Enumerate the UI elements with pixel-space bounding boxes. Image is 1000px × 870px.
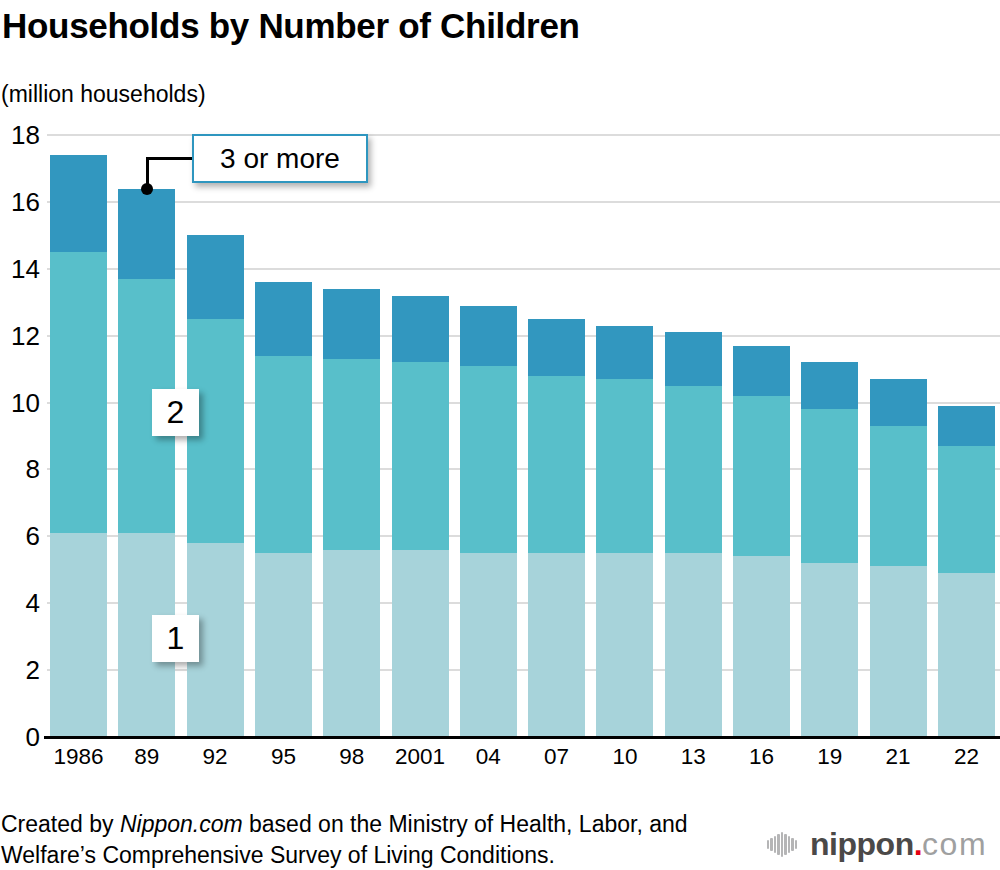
callout-label: 3 or more	[220, 143, 340, 175]
y-axis-unit-label: (million households)	[1, 81, 206, 108]
y-axis-tick-label: 4	[0, 588, 40, 618]
x-axis-tick-label: 04	[453, 744, 523, 770]
bar-segment	[801, 563, 858, 737]
bar-segment	[870, 566, 927, 737]
bar-segment	[187, 235, 244, 319]
logo-tld: com	[922, 826, 987, 862]
logo-brand: nippon	[810, 826, 914, 862]
bar-segment	[596, 326, 653, 380]
y-axis-tick-label: 8	[0, 454, 40, 484]
bar-segment	[50, 155, 107, 252]
soundwave-bar	[788, 836, 790, 853]
callout-connector-horizontal	[146, 157, 193, 160]
x-axis-tick-label: 13	[658, 744, 728, 770]
bar-segment	[392, 550, 449, 737]
bar-segment	[596, 379, 653, 553]
y-axis-tick-label: 12	[0, 321, 40, 351]
bar-segment	[870, 426, 927, 566]
bar-segment	[50, 533, 107, 737]
bar-segment	[255, 356, 312, 553]
bar-segment	[870, 379, 927, 426]
x-axis-tick-label: 89	[112, 744, 182, 770]
x-axis-line	[44, 736, 1000, 739]
bar-segment	[801, 362, 858, 409]
chart-title: Households by Number of Children	[2, 6, 580, 46]
bar-segment	[323, 289, 380, 359]
x-axis-tick-label: 07	[522, 744, 592, 770]
bar-segment	[323, 359, 380, 550]
bar-segment	[255, 282, 312, 356]
soundwave-bar	[781, 832, 783, 857]
bar-segment	[50, 252, 107, 533]
bar-segment	[938, 446, 995, 573]
source-note-prefix: Created by	[1, 811, 120, 837]
bar-segment	[460, 366, 517, 553]
bar-segment	[460, 306, 517, 366]
bar-segment	[801, 409, 858, 563]
x-axis-tick-label: 92	[180, 744, 250, 770]
soundwave-bar	[767, 840, 769, 849]
bar-segment	[733, 346, 790, 396]
y-axis-tick-label: 2	[0, 655, 40, 685]
bar-segment	[938, 406, 995, 446]
source-note-line1: Created by Nippon.com based on the Minis…	[1, 809, 688, 840]
bar-segment	[596, 553, 653, 737]
gridline	[47, 134, 1000, 136]
bar-segment	[665, 553, 722, 737]
series-label-1: 1	[152, 615, 199, 662]
bar-segment	[528, 319, 585, 376]
bar-segment	[665, 386, 722, 553]
source-note: Created by Nippon.com based on the Minis…	[1, 809, 688, 870]
x-axis-tick-label: 16	[727, 744, 797, 770]
bar-segment	[733, 556, 790, 737]
bar-segment	[733, 396, 790, 557]
y-axis-tick-label: 6	[0, 521, 40, 551]
callout-connector-dot	[141, 183, 153, 195]
bar-segment	[392, 296, 449, 363]
x-axis-tick-label: 95	[248, 744, 318, 770]
logo-dot-char: .	[914, 826, 922, 862]
bar-segment	[323, 550, 380, 737]
bar-segment	[392, 362, 449, 549]
series-label-1-text: 1	[167, 620, 185, 657]
x-axis-tick-label: 2001	[385, 744, 455, 770]
bar-segment	[665, 332, 722, 386]
source-note-rest: based on the Ministry of Health, Labor, …	[243, 811, 688, 837]
bar-segment	[938, 573, 995, 737]
x-axis-tick-label: 21	[863, 744, 933, 770]
soundwave-bar	[784, 834, 786, 855]
y-axis-tick-label: 18	[0, 120, 40, 150]
source-note-site: Nippon.com	[120, 811, 243, 837]
bar-segment	[255, 553, 312, 737]
y-axis-tick-label: 10	[0, 388, 40, 418]
soundwave-bar	[774, 836, 776, 853]
soundwave-bar	[795, 840, 797, 849]
soundwave-icon	[767, 830, 797, 858]
gridline	[47, 201, 1000, 203]
soundwave-bar	[791, 838, 793, 851]
y-axis-tick-label: 16	[0, 187, 40, 217]
series-label-2-text: 2	[167, 394, 185, 431]
bar-segment	[528, 376, 585, 553]
bar-segment	[118, 189, 175, 279]
x-axis-tick-label: 19	[795, 744, 865, 770]
x-axis-tick-label: 1986	[44, 744, 114, 770]
bar-segment	[460, 553, 517, 737]
x-axis-tick-label: 10	[590, 744, 660, 770]
soundwave-bar	[777, 834, 779, 855]
nippon-logo: nippon.com	[767, 824, 987, 864]
logo-text: nippon.com	[810, 824, 987, 864]
series-label-2: 2	[152, 389, 199, 436]
source-note-line2: Welfare’s Comprehensive Survey of Living…	[1, 840, 688, 870]
soundwave-bar	[770, 838, 772, 851]
y-axis-tick-label: 0	[0, 722, 40, 752]
y-axis-tick-label: 14	[0, 254, 40, 284]
x-axis-tick-label: 98	[317, 744, 387, 770]
bar-segment	[528, 553, 585, 737]
x-axis-tick-label: 22	[931, 744, 1000, 770]
callout-3-or-more: 3 or more	[192, 134, 368, 183]
